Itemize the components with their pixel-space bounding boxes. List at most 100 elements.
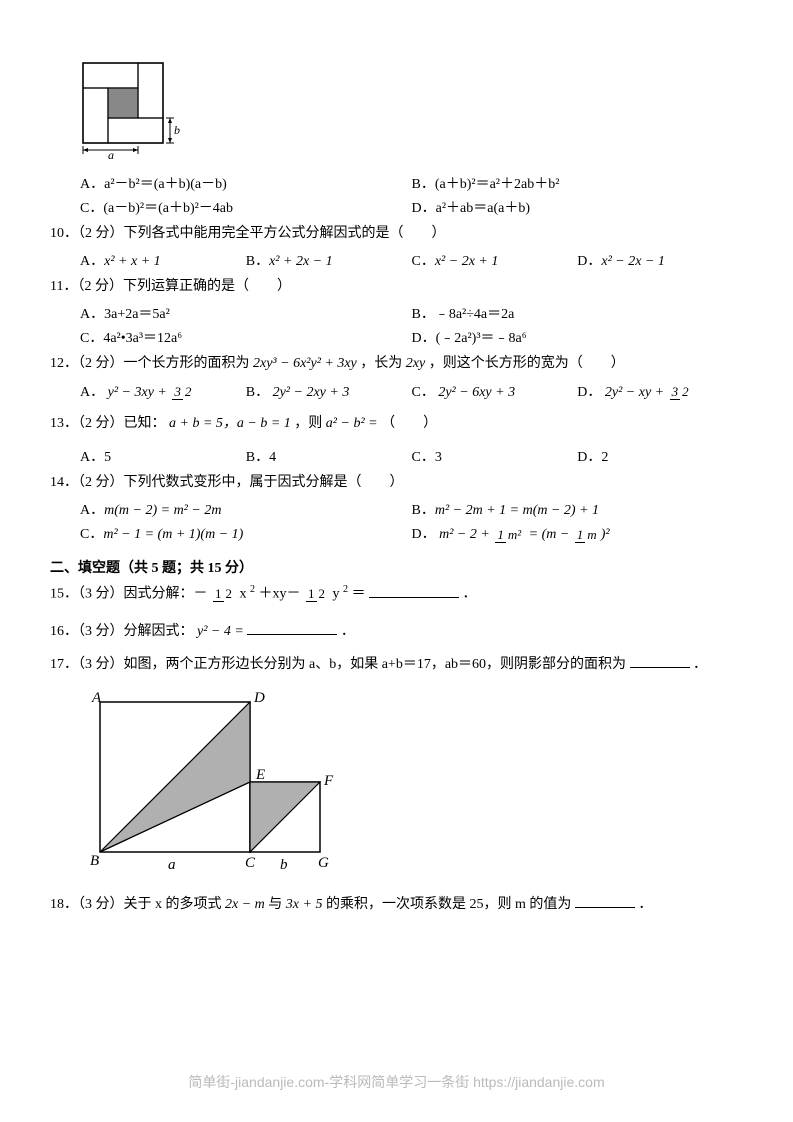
q12-stem-pre: 12．（2 分）一个长方形的面积为 xyxy=(50,356,253,371)
q16-blank xyxy=(247,620,337,635)
q14-optD-prefix: D． xyxy=(412,527,436,542)
q14-optB: B．m² − 2m + 1 = m(m − 2) + 1 xyxy=(412,499,744,519)
q18: 18．（3 分）关于 x 的多项式 2x − m 与 3x + 5 的乘积，一次… xyxy=(50,892,743,917)
q10-optD-expr: x² − 2x − 1 xyxy=(601,254,665,269)
q13-stem-pre: 13．（2 分）已知： xyxy=(50,416,166,431)
q14-optD-mid: = (m − xyxy=(525,527,573,542)
q12-optB-expr: 2y² − 2xy + 3 xyxy=(273,385,350,400)
q14-optD-pre: m² − 2 + xyxy=(439,527,493,542)
q12-optD-prefix: D． xyxy=(577,385,601,400)
q13-expr1: a + b = 5，a − b = 1 xyxy=(169,416,291,431)
q11-row1: A．3a+2a＝5a² B．﹣8a²÷4a＝2a xyxy=(80,303,743,323)
q13-optA: A．5 xyxy=(80,446,246,466)
q16-stem-pre: 16．（3 分）分解因式： xyxy=(50,624,194,639)
diagram2-G: G xyxy=(318,855,329,871)
q15: 15．（3 分）因式分解：－ 12 x 2 ＋xy－ 12 y 2 ＝ ． xyxy=(50,581,743,607)
q17-stem: 17．（3 分）如图，两个正方形边长分别为 a、b，如果 a+b＝17，ab＝6… xyxy=(50,657,626,672)
q15-blank xyxy=(369,583,459,598)
q11-stem: 11．（2 分）下列运算正确的是（ ） xyxy=(50,274,743,299)
q14-optD: D． m² − 2 + 1m² = (m − 1m)² xyxy=(412,523,744,543)
q15-sup2: 2 xyxy=(343,584,348,595)
q11-optC: C．4a²•3a³＝12a⁶ xyxy=(80,327,412,347)
q18-expr2: 3x + 5 xyxy=(286,897,323,912)
q12-stem-post: ，则这个长方形的宽为（ ） xyxy=(429,356,625,371)
q11-row2: C．4a²•3a³＝12a⁶ D．(﹣2a²)³＝﹣8a⁶ xyxy=(80,327,743,347)
q18-blank xyxy=(575,893,635,908)
diagram2-C: C xyxy=(245,855,256,871)
q12-optA: A． y² − 3xy + 32 xyxy=(80,381,246,401)
q16-period: ． xyxy=(341,624,355,639)
q13-options: A．5 B．4 C．3 D．2 xyxy=(80,446,743,466)
q12-optD-expr: 2y² − xy + 32 xyxy=(605,385,693,400)
q12-optB: B． 2y² − 2xy + 3 xyxy=(246,381,412,401)
q14-optC-expr: m² − 1 = (m + 1)(m − 1) xyxy=(103,527,243,542)
q9-optB: B．(a＋b)²＝a²＋2ab＋b² xyxy=(412,173,744,193)
q13-stem-mid: ，则 xyxy=(294,416,322,431)
q9-optC: C．(a－b)²＝(a＋b)²－4ab xyxy=(80,197,412,217)
q18-mid1: 与 xyxy=(268,897,282,912)
q12-optA-expr: y² − 3xy + 32 xyxy=(108,385,196,400)
q18-period: ． xyxy=(638,897,652,912)
q14-optB-prefix: B． xyxy=(412,503,435,518)
q11-optA: A．3a+2a＝5a² xyxy=(80,303,412,323)
q9-row1: A．a²－b²＝(a＋b)(a－b) B．(a＋b)²＝a²＋2ab＋b² xyxy=(80,173,743,193)
q12-optC-prefix: C． xyxy=(412,385,435,400)
q12-expr2: 2xy xyxy=(406,356,425,371)
q10-options: A．x² + x + 1 B．x² + 2x − 1 C．x² − 2x + 1… xyxy=(80,250,743,270)
q15-x: x xyxy=(240,587,247,602)
q14-row1: A．m(m − 2) = m² − 2m B．m² − 2m + 1 = m(m… xyxy=(80,499,743,519)
page-footer: 简单街-jiandanjie.com-学科网简单学习一条街 https://ji… xyxy=(0,1072,793,1092)
q12-optC-expr: 2y² − 6xy + 3 xyxy=(438,385,515,400)
q10-optB-expr: x² + 2x − 1 xyxy=(269,254,333,269)
q10-optA-prefix: A． xyxy=(80,254,104,269)
q17-blank xyxy=(630,653,690,668)
q10-optD: D．x² − 2x − 1 xyxy=(577,250,743,270)
q10-optC-expr: x² − 2x + 1 xyxy=(435,254,499,269)
q17: 17．（3 分）如图，两个正方形边长分别为 a、b，如果 a+b＝17，ab＝6… xyxy=(50,652,743,677)
q11-optB: B．﹣8a²÷4a＝2a xyxy=(412,303,744,323)
q14-optC: C．m² − 1 = (m + 1)(m − 1) xyxy=(80,523,412,543)
diagram2-B: B xyxy=(90,853,99,869)
section2-heading: 二、填空题（共 5 题；共 15 分） xyxy=(50,557,743,577)
q14-optD-post: )² xyxy=(601,527,610,542)
q10-optA-expr: x² + x + 1 xyxy=(104,254,161,269)
q10-optD-prefix: D． xyxy=(577,254,601,269)
q9-optD: D．a²＋ab＝a(a＋b) xyxy=(412,197,744,217)
q14-optA-prefix: A． xyxy=(80,503,104,518)
q13-optB: B．4 xyxy=(246,446,412,466)
q10-optC-prefix: C． xyxy=(412,254,435,269)
q15-y: y xyxy=(333,587,340,602)
q12-optD: D． 2y² − xy + 32 xyxy=(577,381,743,401)
diagram2-E: E xyxy=(255,767,265,783)
q13-expr2: a² − b² = xyxy=(326,416,378,431)
diagram2-D: D xyxy=(253,690,265,706)
q15-period: ． xyxy=(463,587,477,602)
q10-optB-prefix: B． xyxy=(246,254,269,269)
q11-optD: D．(﹣2a²)³＝﹣8a⁶ xyxy=(412,327,744,347)
q18-expr1: 2x − m xyxy=(225,897,265,912)
two-squares-diagram: A D E F B C G a b xyxy=(80,687,743,882)
q10-optC: C．x² − 2x + 1 xyxy=(412,250,578,270)
q10-optB: B．x² + 2x − 1 xyxy=(246,250,412,270)
q12-stem-mid: ，长为 xyxy=(360,356,406,371)
q14-row2: C．m² − 1 = (m + 1)(m − 1) D． m² − 2 + 1m… xyxy=(80,523,743,543)
q14-optD-expr: m² − 2 + 1m² = (m − 1m)² xyxy=(439,527,609,542)
q14-stem: 14．（2 分）下列代数式变形中，属于因式分解是（ ） xyxy=(50,470,743,495)
q12-optC: C． 2y² − 6xy + 3 xyxy=(412,381,578,401)
q17-period: ． xyxy=(693,657,707,672)
q12-stem: 12．（2 分）一个长方形的面积为 2xy³ − 6x²y² + 3xy ，长为… xyxy=(50,351,743,376)
q14-optB-expr: m² − 2m + 1 = m(m − 2) + 1 xyxy=(435,503,599,518)
pinwheel-diagram: a b xyxy=(80,60,743,165)
q15-eq: ＝ xyxy=(352,587,366,602)
q12-expr1: 2xy³ − 6x²y² + 3xy xyxy=(253,356,357,371)
q15-stem-pre: 15．（3 分）因式分解：－ xyxy=(50,587,211,602)
diagram-label-b: b xyxy=(174,123,180,137)
q15-plus-xy: ＋xy－ xyxy=(259,587,305,602)
q14-optC-prefix: C． xyxy=(80,527,103,542)
diagram2-a: a xyxy=(168,857,176,873)
diagram2-F: F xyxy=(323,773,334,789)
q14-optA: A．m(m − 2) = m² − 2m xyxy=(80,499,412,519)
q9-optA: A．a²－b²＝(a＋b)(a－b) xyxy=(80,173,412,193)
q16-expr: y² − 4 = xyxy=(197,624,244,639)
q16: 16．（3 分）分解因式： y² − 4 = ． xyxy=(50,619,743,644)
